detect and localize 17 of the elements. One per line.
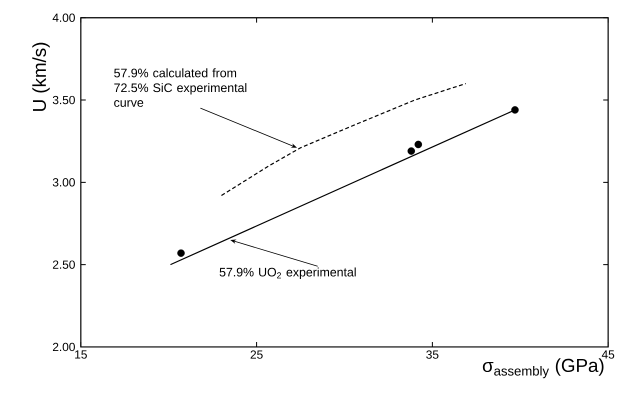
point xyxy=(177,249,185,257)
point xyxy=(511,106,519,114)
x-tick-label: 45 xyxy=(602,350,614,359)
y-tick-label: 3.00 xyxy=(52,178,75,186)
y-axis-title: U (km/s) xyxy=(32,42,50,111)
point xyxy=(414,140,422,148)
x-axis-title: σ$_{assembly}$ (GPa) xyxy=(482,358,604,378)
annotation: 57.9% UO$_{2}$ experimental xyxy=(220,267,356,279)
y-tick-label: 4.00 xyxy=(52,13,75,22)
x-tick-label: 15 xyxy=(75,350,87,359)
y-tick-label: 3.50 xyxy=(52,96,75,104)
annotation: 57.9% calculated from 72.5% SiC experimental curve xyxy=(114,68,246,107)
x-tick-label: 35 xyxy=(426,350,438,359)
point xyxy=(408,147,416,155)
x-tick-label: 25 xyxy=(250,350,263,359)
y-tick-label: 2.50 xyxy=(52,260,75,269)
y-tick-label: 2.00 xyxy=(52,342,75,352)
